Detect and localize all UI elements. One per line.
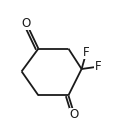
Text: F: F: [83, 46, 90, 59]
Text: O: O: [70, 108, 79, 121]
Text: O: O: [22, 17, 31, 30]
Text: F: F: [95, 60, 102, 73]
